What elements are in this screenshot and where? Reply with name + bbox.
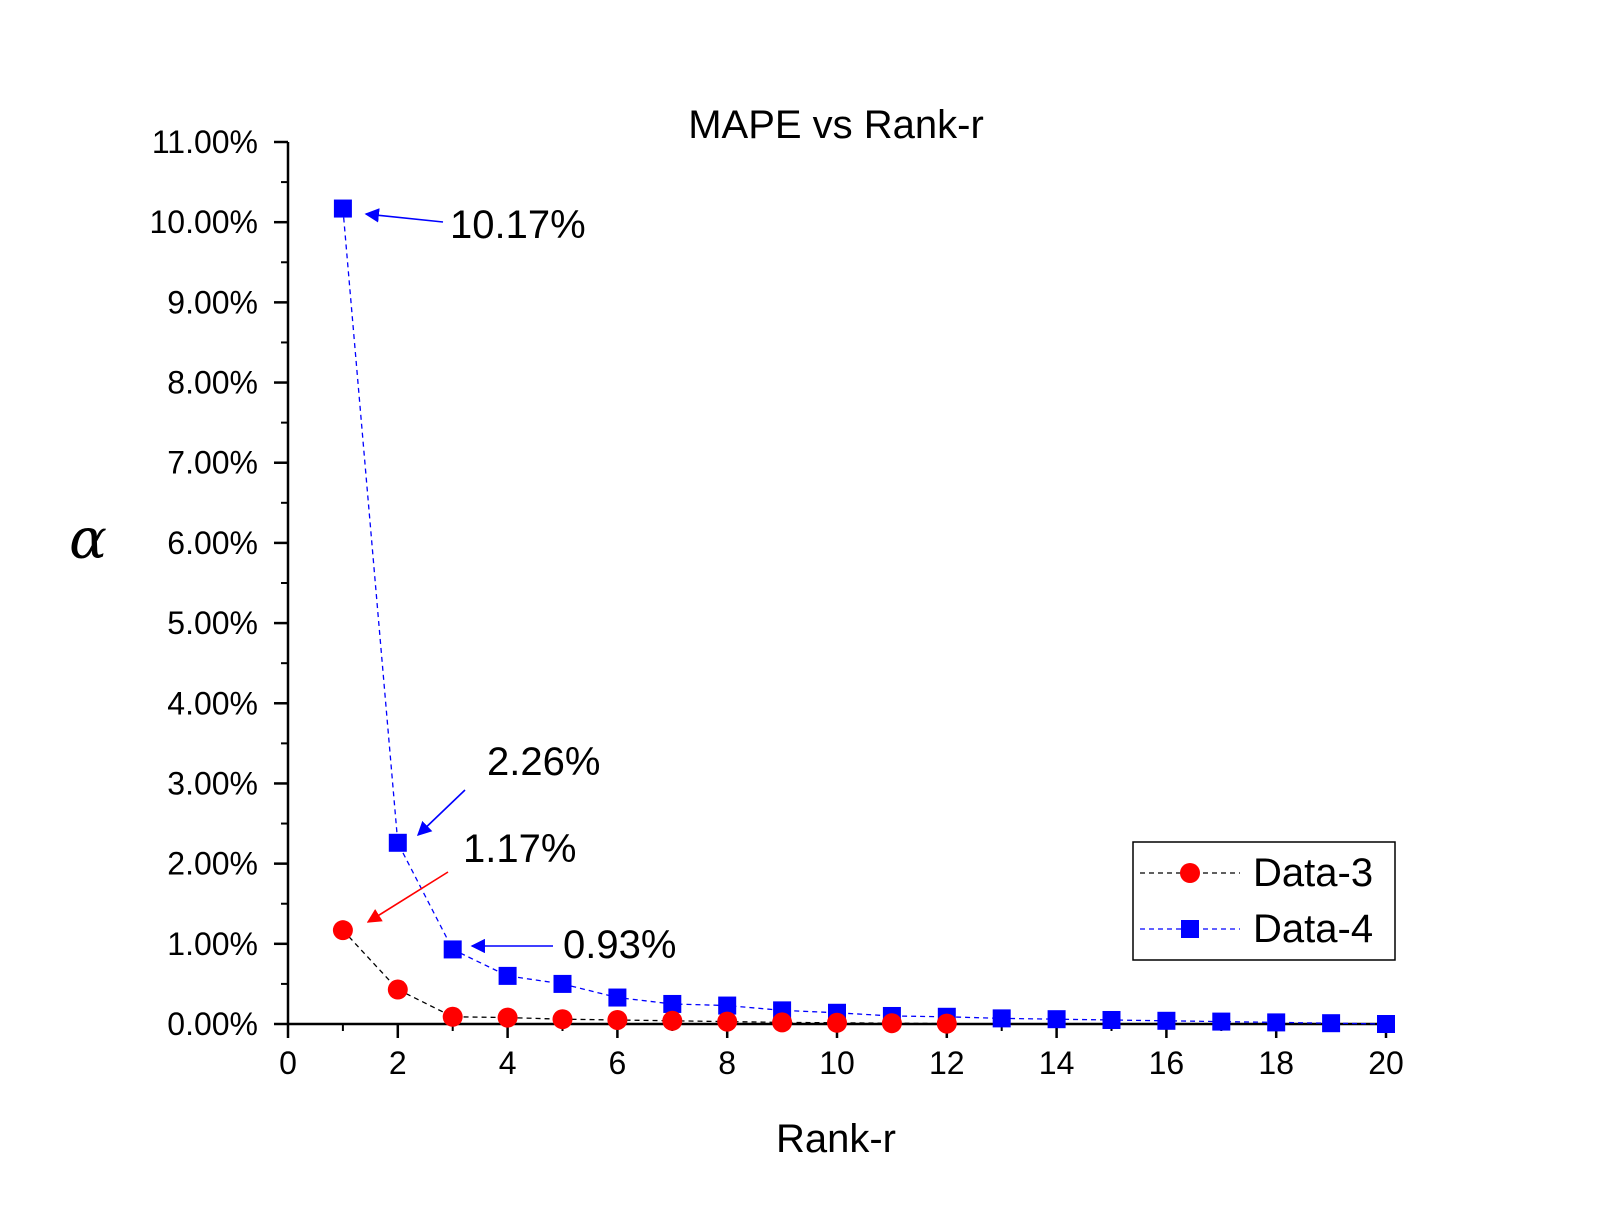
data-point-data-3 <box>772 1012 793 1033</box>
annotation-arrow <box>416 789 466 836</box>
y-tick-label: 4.00% <box>167 685 258 721</box>
data-point-data-3 <box>442 1006 463 1027</box>
data-point-data-4 <box>1212 1012 1231 1031</box>
data-point-data-3 <box>332 920 353 941</box>
y-tick-label: 3.00% <box>167 765 258 801</box>
data-point-data-3 <box>552 1009 573 1030</box>
legend-label-data-4: Data-4 <box>1253 907 1373 951</box>
x-tick-label: 4 <box>499 1045 517 1081</box>
data-point-data-4 <box>1102 1010 1121 1029</box>
annotation-label: 2.26% <box>487 740 600 784</box>
data-point-data-4 <box>1267 1013 1286 1032</box>
annotation-label: 10.17% <box>450 203 586 247</box>
data-point-data-3 <box>387 979 408 1000</box>
data-point-data-4 <box>553 974 572 993</box>
y-tick-label: 7.00% <box>167 445 258 481</box>
y-axis-title: α <box>69 507 107 572</box>
series-points <box>332 199 1395 1034</box>
annotation-arrow <box>364 208 444 223</box>
x-tick-label: 16 <box>1149 1045 1185 1081</box>
data-point-data-4 <box>333 199 352 218</box>
annotation-label: 0.93% <box>563 923 676 967</box>
y-tick-label: 1.00% <box>167 926 258 962</box>
y-tick-label: 11.00% <box>152 124 258 160</box>
legend-marker-data-3 <box>1180 863 1200 883</box>
x-tick-label: 12 <box>929 1045 965 1081</box>
data-point-data-3 <box>936 1013 957 1034</box>
x-tick-label: 10 <box>819 1045 855 1081</box>
x-axis-title: Rank-r <box>776 1117 896 1161</box>
legend-marker-data-4 <box>1181 920 1199 938</box>
data-point-data-4 <box>443 940 462 959</box>
x-tick-label: 2 <box>389 1045 407 1081</box>
data-point-data-3 <box>607 1009 628 1030</box>
data-point-data-3 <box>881 1013 902 1034</box>
data-point-data-4 <box>1047 1010 1066 1029</box>
annotation-arrow <box>366 871 449 923</box>
data-point-data-4 <box>663 994 682 1013</box>
y-tick-label: 5.00% <box>167 605 258 641</box>
x-tick-label: 14 <box>1039 1045 1075 1081</box>
data-point-data-4 <box>1322 1014 1341 1033</box>
data-point-data-4 <box>1377 1015 1395 1033</box>
data-point-data-4 <box>608 988 627 1007</box>
y-tick-label: 8.00% <box>167 365 258 401</box>
chart-title: MAPE vs Rank-r <box>688 103 984 147</box>
data-point-data-4 <box>718 996 737 1015</box>
x-tick-label: 18 <box>1258 1045 1294 1081</box>
x-tick-label: 0 <box>279 1045 297 1081</box>
axes: 0.00% 1.00% 2.00% 3.00% 4.00% 5.00% 6.00% 7.00%… <box>149 124 1403 1081</box>
legend: Data-3 Data-4 <box>1132 841 1396 961</box>
annotation-label: 1.17% <box>463 827 576 871</box>
data-point-data-4 <box>498 966 517 985</box>
data-point-data-4 <box>388 833 407 852</box>
y-tick-label: 9.00% <box>167 284 258 320</box>
series-line-data-4 <box>342 208 1387 1025</box>
data-point-data-3 <box>497 1007 518 1028</box>
data-point-data-4 <box>992 1009 1011 1028</box>
y-tick-label: 6.00% <box>167 525 258 561</box>
x-tick-label: 20 <box>1368 1045 1404 1081</box>
annotations: 10.17% 2.26% 1.17% 0.93% <box>364 203 676 967</box>
data-point-data-3 <box>662 1010 683 1031</box>
data-point-data-3 <box>717 1011 738 1032</box>
legend-frame <box>1132 841 1396 961</box>
x-tick-label: 6 <box>609 1045 627 1081</box>
x-tick-label: 8 <box>718 1045 736 1081</box>
legend-label-data-3: Data-3 <box>1253 851 1373 895</box>
data-point-data-3 <box>827 1012 847 1033</box>
y-tick-label: 10.00% <box>149 204 258 240</box>
y-tick-label: 0.00% <box>167 1006 258 1042</box>
data-point-data-4 <box>1157 1011 1176 1030</box>
y-tick-label: 2.00% <box>167 846 258 882</box>
